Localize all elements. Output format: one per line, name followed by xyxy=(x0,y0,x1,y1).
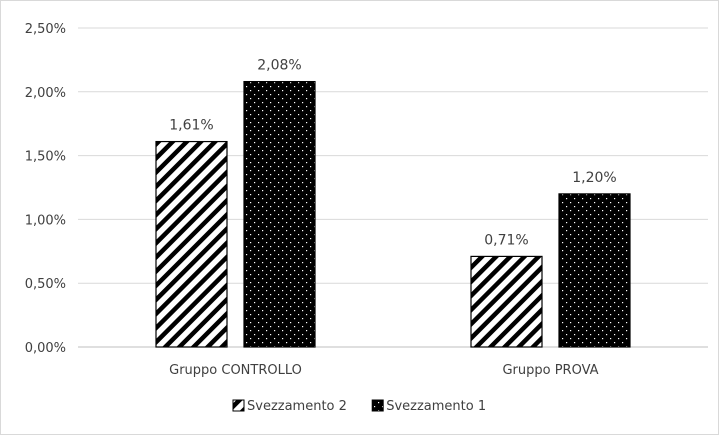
legend-label: Svezzamento 1 xyxy=(386,399,486,414)
legend-label: Svezzamento 2 xyxy=(247,399,347,414)
bar xyxy=(470,255,543,348)
bar xyxy=(155,140,228,348)
bars xyxy=(155,80,631,348)
y-tick-label: 2,00% xyxy=(25,86,66,101)
y-tick-label: 2,50% xyxy=(25,22,66,37)
y-axis-ticks: 0,00% 0,50% 1,00% 1,50% 2,00% 2,50% xyxy=(25,22,66,356)
legend-swatch xyxy=(371,399,384,412)
legend: Svezzamento 2 Svezzamento 1 xyxy=(232,399,486,414)
x-axis-ticks: Gruppo CONTROLLO Gruppo PROVA xyxy=(169,363,599,378)
bar xyxy=(243,80,316,348)
x-tick-label: Gruppo PROVA xyxy=(502,363,598,378)
data-label: 1,61% xyxy=(169,118,213,134)
bar xyxy=(558,193,631,348)
data-label: 2,08% xyxy=(257,58,301,74)
data-label: 0,71% xyxy=(484,232,528,248)
y-tick-label: 1,00% xyxy=(25,213,66,228)
data-labels: 1,61% 2,08% 0,71% 1,20% xyxy=(169,58,616,249)
y-tick-label: 0,00% xyxy=(25,341,66,356)
y-tick-label: 0,50% xyxy=(25,277,66,292)
data-label: 1,20% xyxy=(572,170,616,186)
legend-swatch xyxy=(232,399,245,412)
y-tick-label: 1,50% xyxy=(25,150,66,165)
x-tick-label: Gruppo CONTROLLO xyxy=(169,363,302,378)
